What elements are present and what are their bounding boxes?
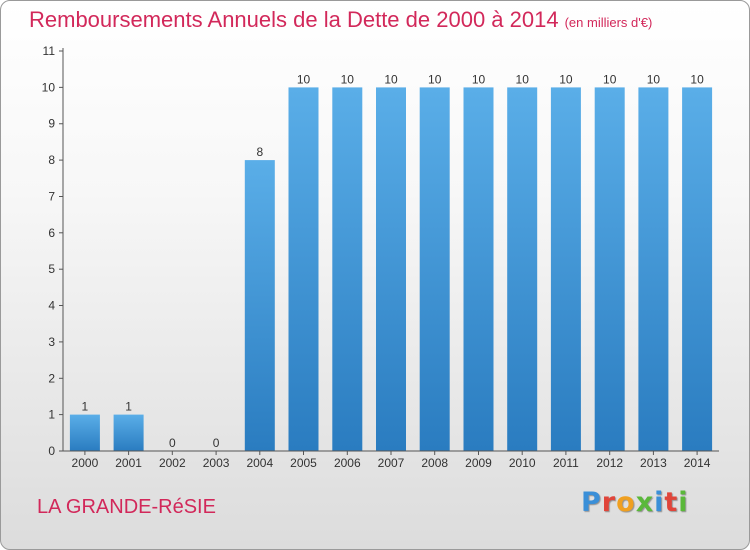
bar-2000	[69, 414, 100, 451]
bar-2014	[682, 87, 713, 452]
y-tick-label-0: 0	[48, 444, 55, 458]
logo-letter: t	[664, 487, 679, 518]
y-tick-label-10: 10	[42, 80, 56, 94]
bar-2009	[463, 87, 494, 452]
data-label-2003: 0	[213, 436, 220, 450]
logo-letter: x	[635, 487, 655, 518]
data-label-2002: 0	[169, 436, 176, 450]
chart-title-text: Remboursements Annuels de la Dette de 20…	[29, 7, 559, 32]
x-tick-label-2013: 2013	[640, 456, 667, 470]
data-label-2000: 1	[82, 400, 89, 414]
y-tick-label-6: 6	[48, 226, 55, 240]
bar-2011	[550, 87, 581, 452]
x-tick-label-2011: 2011	[553, 456, 579, 470]
bar-2006	[332, 87, 363, 452]
data-label-2005: 10	[297, 72, 311, 86]
x-tick-label-2003: 2003	[203, 456, 230, 470]
bar-2008	[419, 87, 450, 452]
x-tick-label-2006: 2006	[334, 456, 361, 470]
logo-letter: o	[616, 487, 636, 518]
data-label-2006: 10	[341, 72, 355, 86]
data-label-2010: 10	[516, 72, 530, 86]
chart-title: Remboursements Annuels de la Dette de 20…	[29, 7, 652, 33]
bar-2007	[376, 87, 406, 452]
bar-2001	[113, 414, 144, 451]
data-label-2014: 10	[690, 72, 704, 86]
logo-letter: i	[678, 487, 689, 518]
x-tick-label-2004: 2004	[246, 456, 273, 470]
y-tick-label-7: 7	[48, 190, 55, 204]
bar-2004	[244, 160, 275, 451]
commune-name: LA GRANDE-RéSIE	[37, 496, 216, 518]
x-tick-label-2005: 2005	[290, 456, 317, 470]
data-label-2009: 10	[472, 72, 486, 86]
chart-unit: (en milliers d'€)	[564, 15, 653, 30]
bar-2012	[594, 87, 625, 452]
x-tick-label-2007: 2007	[378, 456, 405, 470]
data-label-2007: 10	[384, 72, 398, 86]
y-tick-label-1: 1	[48, 408, 55, 422]
y-tick-label-9: 9	[48, 117, 55, 131]
data-label-2001: 1	[125, 400, 132, 414]
data-label-2008: 10	[428, 72, 442, 86]
y-tick-label-8: 8	[48, 153, 55, 167]
bars-group	[69, 87, 713, 452]
bar-2013	[638, 87, 669, 452]
x-tick-label-2002: 2002	[159, 456, 186, 470]
y-tick-label-3: 3	[48, 335, 55, 349]
logo-letter: P	[581, 487, 602, 518]
x-tick-label-2014: 2014	[684, 456, 711, 470]
logo-letter: r	[601, 487, 617, 518]
data-label-2012: 10	[603, 72, 617, 86]
y-tick-label-11: 11	[43, 44, 56, 58]
data-label-2011: 10	[559, 72, 573, 86]
data-label-2013: 10	[647, 72, 661, 86]
x-tick-label-2012: 2012	[596, 456, 623, 470]
proxiti-logo[interactable]: Proxiti	[581, 487, 689, 518]
y-tick-label-5: 5	[48, 262, 55, 276]
x-tick-label-2009: 2009	[465, 456, 492, 470]
y-tick-label-4: 4	[48, 299, 55, 313]
bar-2010	[507, 87, 538, 452]
axes-group: 2000 2001 2002 2003 2004 2005 2006 2007 2008 2009…	[42, 44, 719, 470]
data-label-2004: 8	[256, 145, 263, 159]
bar-2005	[288, 87, 319, 452]
x-tick-label-2008: 2008	[421, 456, 448, 470]
x-tick-label-2010: 2010	[509, 456, 536, 470]
x-tick-label-2001: 2001	[115, 456, 142, 470]
logo-letter: i	[654, 487, 665, 518]
x-tick-label-2000: 2000	[72, 456, 99, 470]
y-tick-label-2: 2	[48, 371, 55, 385]
